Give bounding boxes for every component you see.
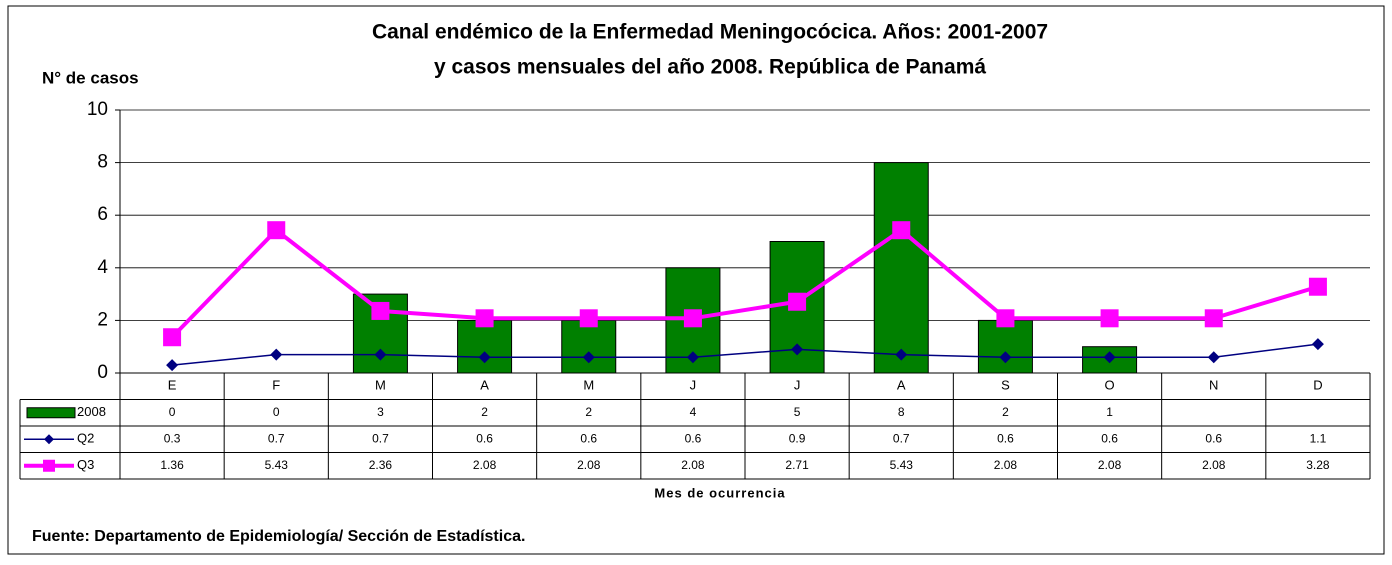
table-value: 2.08 <box>994 458 1018 472</box>
y-tick-label: 4 <box>97 257 108 278</box>
line-marker <box>163 328 182 347</box>
table-value: 0.7 <box>268 431 285 445</box>
table-value: 8 <box>898 405 905 419</box>
line-marker <box>478 351 491 364</box>
x-tick-label: F <box>272 378 280 393</box>
line-marker <box>895 348 908 361</box>
table-value: 0.6 <box>997 431 1014 445</box>
table-value: 0.6 <box>1101 431 1118 445</box>
x-tick-label: N <box>1209 378 1218 393</box>
y-tick-label: 6 <box>97 204 108 225</box>
legend-label: Q2 <box>77 431 94 446</box>
table-value: 2 <box>481 405 488 419</box>
source-note: Fuente: Departamento de Epidemiología/ S… <box>32 528 525 545</box>
bar <box>873 162 929 374</box>
line-marker <box>582 351 595 364</box>
table-value: 0 <box>169 405 176 419</box>
line-marker <box>1308 277 1327 296</box>
table-value: 0.7 <box>372 431 389 445</box>
legend-label: Q3 <box>77 457 94 472</box>
line-marker <box>996 309 1015 328</box>
table-value: 2.71 <box>785 458 809 472</box>
bar <box>977 319 1033 374</box>
table-value: 2.36 <box>369 458 393 472</box>
legend-key <box>44 434 54 445</box>
table-value: 1.1 <box>1310 431 1327 445</box>
line-marker <box>270 348 283 361</box>
line-marker <box>166 359 179 372</box>
line-marker <box>1207 351 1220 364</box>
y-tick-label: 2 <box>97 309 108 330</box>
legend-key <box>43 459 55 472</box>
x-tick-label: S <box>1001 378 1010 393</box>
line-marker <box>1204 309 1223 328</box>
x-tick-label: O <box>1105 378 1115 393</box>
x-tick-label: J <box>794 378 801 393</box>
table-value: 2.08 <box>577 458 601 472</box>
line-marker <box>475 309 494 328</box>
table-value: 0.7 <box>893 431 910 445</box>
table-value: 3.28 <box>1306 458 1330 472</box>
y-tick-label: 8 <box>97 152 108 173</box>
line-marker <box>791 343 804 356</box>
y-axis-title: N° de casos <box>42 68 139 87</box>
table-value: 2 <box>1002 405 1009 419</box>
line-marker <box>892 221 911 240</box>
table-value: 0.6 <box>685 431 702 445</box>
line-marker <box>683 309 702 328</box>
line-marker <box>1103 351 1116 364</box>
table-value: 0.6 <box>580 431 597 445</box>
x-tick-label: M <box>583 378 594 393</box>
table-value: 0.9 <box>789 431 806 445</box>
series-line <box>170 227 1319 339</box>
line-marker <box>1100 309 1119 328</box>
line-marker <box>1311 338 1324 351</box>
table-value: 5.43 <box>265 458 289 472</box>
table-value: 2.08 <box>1098 458 1122 472</box>
line-marker <box>999 351 1012 364</box>
x-tick-label: M <box>375 378 386 393</box>
x-tick-label: J <box>690 378 697 393</box>
table-value: 1 <box>1106 405 1113 419</box>
chart-title: Canal endémico de la Enfermedad Meningoc… <box>372 21 1048 44</box>
table-value: 1.36 <box>160 458 184 472</box>
series-line <box>172 343 1319 366</box>
x-tick-label: D <box>1313 378 1322 393</box>
table-value: 0.6 <box>476 431 493 445</box>
table-value: 2.08 <box>1202 458 1226 472</box>
table-value: 0 <box>273 405 280 419</box>
line-marker <box>371 301 390 320</box>
x-tick-label: A <box>480 378 489 393</box>
bar <box>457 319 513 374</box>
table-value: 4 <box>690 405 697 419</box>
line-marker <box>374 348 387 361</box>
y-tick-label: 10 <box>87 99 108 120</box>
x-tick-label: A <box>897 378 906 393</box>
legend-label: 2008 <box>77 404 106 419</box>
table-value: 5.43 <box>890 458 914 472</box>
table-value: 0.6 <box>1205 431 1222 445</box>
line-marker <box>267 221 286 240</box>
table-value: 2.08 <box>681 458 705 472</box>
bar <box>561 319 617 374</box>
line-marker <box>686 351 699 364</box>
table-value: 5 <box>794 405 801 419</box>
line-marker <box>788 292 807 311</box>
legend-key <box>26 407 76 419</box>
table-value: 0.3 <box>164 431 181 445</box>
line-marker <box>579 309 598 328</box>
x-tick-label: E <box>168 378 177 393</box>
table-value: 2.08 <box>473 458 497 472</box>
chart-title: y casos mensuales del año 2008. Repúblic… <box>434 56 986 79</box>
table-value: 2 <box>585 405 592 419</box>
x-axis-title: Mes de ocurrencia <box>654 485 785 500</box>
table-value: 3 <box>377 405 384 419</box>
y-tick-label: 0 <box>97 362 108 383</box>
